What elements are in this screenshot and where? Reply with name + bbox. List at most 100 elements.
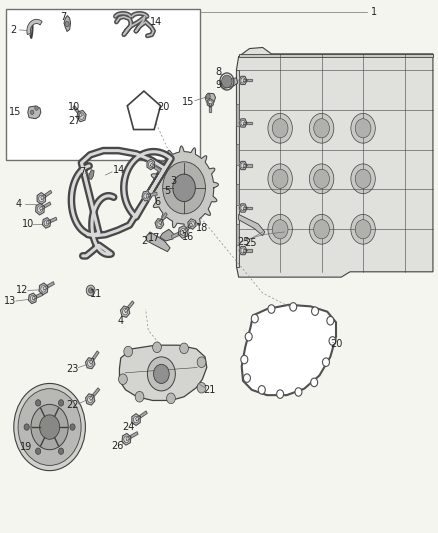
Circle shape (31, 405, 68, 450)
Circle shape (197, 382, 206, 393)
Circle shape (311, 307, 318, 316)
Polygon shape (243, 207, 252, 209)
Polygon shape (135, 411, 147, 421)
Text: 10: 10 (21, 219, 34, 229)
Polygon shape (243, 165, 252, 166)
Circle shape (58, 400, 64, 406)
Polygon shape (178, 225, 188, 238)
Circle shape (241, 163, 245, 168)
Text: 26: 26 (112, 441, 124, 451)
Text: 5: 5 (164, 186, 171, 196)
Circle shape (355, 220, 371, 239)
Polygon shape (43, 282, 54, 290)
Text: 19: 19 (20, 442, 32, 452)
Polygon shape (239, 214, 265, 236)
Polygon shape (220, 78, 238, 88)
Polygon shape (243, 79, 252, 82)
Circle shape (244, 374, 251, 382)
Circle shape (30, 295, 35, 301)
Circle shape (241, 248, 245, 253)
Circle shape (88, 288, 93, 293)
Polygon shape (85, 358, 95, 369)
Polygon shape (85, 394, 95, 405)
Polygon shape (126, 432, 138, 440)
Text: 17: 17 (148, 233, 161, 244)
Polygon shape (39, 202, 51, 211)
Polygon shape (159, 213, 167, 224)
Text: 2: 2 (141, 236, 147, 246)
Circle shape (222, 75, 232, 88)
Text: 20: 20 (157, 102, 170, 112)
Text: 4: 4 (15, 199, 21, 209)
Polygon shape (237, 104, 239, 126)
Polygon shape (239, 54, 433, 56)
Circle shape (88, 396, 93, 402)
Circle shape (58, 448, 64, 455)
Polygon shape (205, 93, 215, 103)
Circle shape (86, 285, 95, 296)
Polygon shape (89, 388, 99, 400)
Polygon shape (209, 103, 211, 112)
Polygon shape (243, 249, 252, 252)
Polygon shape (142, 191, 151, 201)
Text: 18: 18 (196, 223, 208, 233)
Circle shape (241, 78, 245, 83)
Text: 8: 8 (215, 68, 221, 77)
Circle shape (245, 333, 252, 341)
Text: 13: 13 (4, 296, 16, 306)
Polygon shape (237, 47, 433, 277)
Polygon shape (188, 219, 196, 229)
Polygon shape (127, 91, 160, 130)
Text: 10: 10 (68, 102, 80, 112)
Circle shape (258, 385, 265, 394)
Polygon shape (132, 414, 140, 425)
Polygon shape (89, 351, 99, 364)
Circle shape (180, 229, 186, 236)
Circle shape (355, 169, 371, 188)
Polygon shape (32, 293, 43, 300)
Circle shape (41, 286, 46, 292)
Polygon shape (28, 293, 37, 304)
Circle shape (351, 114, 375, 143)
Circle shape (268, 214, 292, 244)
Polygon shape (122, 433, 131, 445)
Circle shape (39, 195, 44, 201)
Circle shape (79, 113, 84, 119)
Polygon shape (39, 283, 48, 295)
Circle shape (124, 346, 133, 357)
Circle shape (309, 164, 334, 193)
Circle shape (70, 424, 75, 430)
Circle shape (251, 314, 258, 323)
Polygon shape (120, 306, 130, 317)
Circle shape (197, 357, 206, 368)
Polygon shape (155, 219, 164, 229)
Polygon shape (120, 345, 207, 400)
Polygon shape (89, 169, 94, 179)
Text: 14: 14 (149, 17, 162, 27)
Circle shape (272, 119, 288, 138)
Text: 20: 20 (330, 338, 342, 349)
Text: 3: 3 (170, 176, 176, 187)
Text: 1: 1 (371, 7, 377, 18)
Polygon shape (237, 70, 239, 266)
Circle shape (24, 424, 29, 430)
Circle shape (153, 365, 169, 383)
Circle shape (268, 114, 292, 143)
Circle shape (268, 164, 292, 193)
Circle shape (272, 220, 288, 239)
Text: 9: 9 (215, 80, 221, 90)
Polygon shape (183, 223, 193, 233)
Polygon shape (64, 15, 71, 31)
Circle shape (351, 164, 375, 193)
Circle shape (311, 378, 318, 386)
Circle shape (206, 94, 210, 99)
Text: 27: 27 (68, 116, 80, 126)
Text: 2: 2 (10, 25, 16, 35)
Circle shape (314, 169, 329, 188)
Circle shape (35, 106, 38, 110)
Polygon shape (77, 110, 86, 122)
Polygon shape (35, 203, 44, 215)
Text: 25: 25 (237, 237, 249, 247)
Polygon shape (150, 146, 219, 230)
Circle shape (37, 206, 42, 212)
